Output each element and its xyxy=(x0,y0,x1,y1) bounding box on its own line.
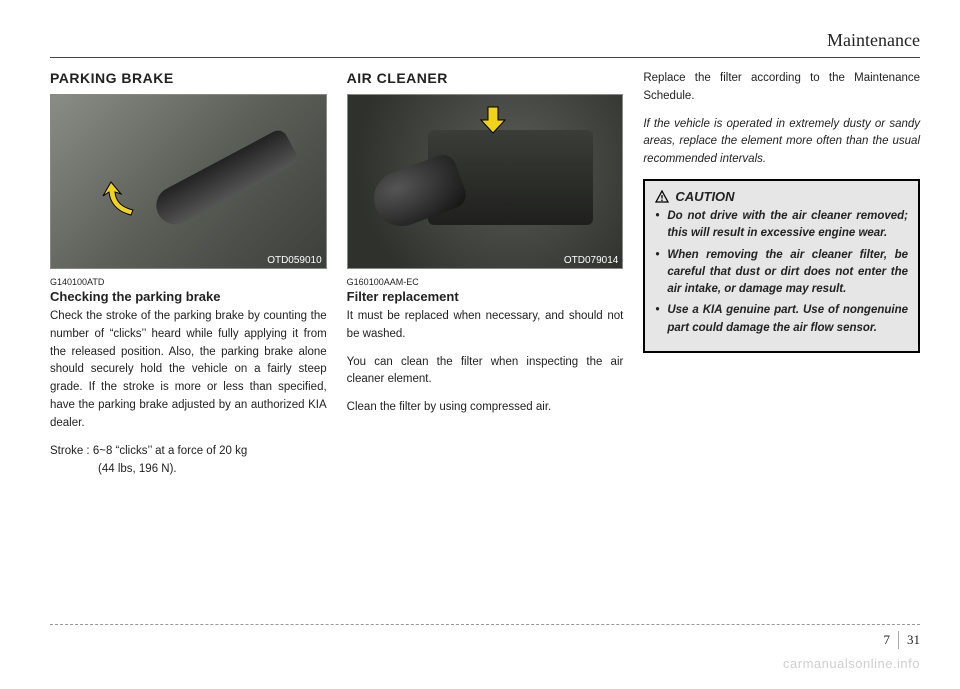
air-cleaner-figure: OTD079014 xyxy=(347,94,624,269)
caution-item: Use a KIA genuine part. Use of nongenuin… xyxy=(655,302,908,337)
filter-p3: Clean the filter by using compressed air… xyxy=(347,399,624,417)
air-cleaner-title: AIR CLEANER xyxy=(347,70,624,86)
page-number: 31 xyxy=(907,632,920,648)
footer-divider xyxy=(898,631,899,649)
stroke-value: 6~8 “clicks’’ at a force of 20 kg xyxy=(93,445,247,457)
parking-brake-figure: OTD059010 xyxy=(50,94,327,269)
column-parking-brake: PARKING BRAKE OTD059010 G140100ATD Check… xyxy=(50,70,327,478)
figure-code-right: OTD079014 xyxy=(564,255,618,266)
replace-p1: Replace the filter according to the Main… xyxy=(643,70,920,106)
filter-p1: It must be replaced when necessary, and … xyxy=(347,308,624,344)
watermark: carmanualsonline.info xyxy=(783,656,920,671)
caution-label: CAUTION xyxy=(675,189,734,204)
ref-code-left: G140100ATD xyxy=(50,277,327,287)
down-arrow-icon xyxy=(478,105,508,135)
chapter-number: 7 xyxy=(884,632,891,648)
stroke-label: Stroke : xyxy=(50,445,90,457)
ref-code-right: G160100AAM-EC xyxy=(347,277,624,287)
parking-brake-body: Check the stroke of the parking brake by… xyxy=(50,308,327,433)
stroke-value-2: (44 lbs, 196 N). xyxy=(50,461,327,479)
filter-p2: You can clean the filter when inspecting… xyxy=(347,354,624,390)
caution-item: When removing the air cleaner filter, be… xyxy=(655,247,908,299)
figure-code-left: OTD059010 xyxy=(267,255,321,266)
header-section: Maintenance xyxy=(50,30,920,58)
replace-p2: If the vehicle is operated in extremely … xyxy=(643,116,920,169)
stroke-spec: Stroke : 6~8 “clicks’’ at a force of 20 … xyxy=(50,443,327,479)
filter-subheading: Filter replacement xyxy=(347,289,624,304)
caution-box: CAUTION Do not drive with the air cleane… xyxy=(643,179,920,353)
page: Maintenance PARKING BRAKE OTD059010 G140… xyxy=(0,0,960,478)
column-caution: Replace the filter according to the Main… xyxy=(643,70,920,478)
curved-arrow-icon xyxy=(101,180,141,220)
column-air-cleaner: AIR CLEANER OTD079014 G160100AAM-EC Filt… xyxy=(347,70,624,478)
caution-title: CAUTION xyxy=(655,189,908,204)
caution-list: Do not drive with the air cleaner remove… xyxy=(655,208,908,337)
warning-icon xyxy=(655,190,669,204)
page-footer: 7 31 xyxy=(50,624,920,649)
parking-brake-title: PARKING BRAKE xyxy=(50,70,327,86)
parking-brake-subheading: Checking the parking brake xyxy=(50,289,327,304)
content-columns: PARKING BRAKE OTD059010 G140100ATD Check… xyxy=(50,70,920,478)
caution-item: Do not drive with the air cleaner remove… xyxy=(655,208,908,243)
brake-lever-graphic xyxy=(150,127,300,231)
